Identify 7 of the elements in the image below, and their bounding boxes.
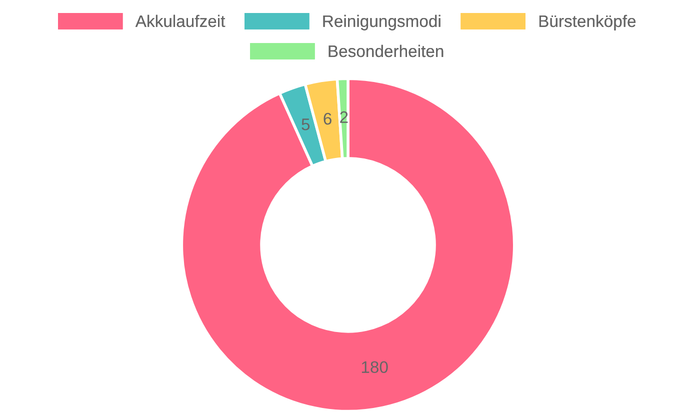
data-label: 6 [324,112,332,125]
data-label: 5 [302,118,310,130]
data-label: 180 [362,361,388,374]
legend-label: Akkulaufzeit [135,14,226,28]
legend-label: Besonderheiten [328,44,444,58]
legend-label: Bürstenköpfe [539,14,636,30]
legend-label: Reinigungsmodi [323,14,440,30]
